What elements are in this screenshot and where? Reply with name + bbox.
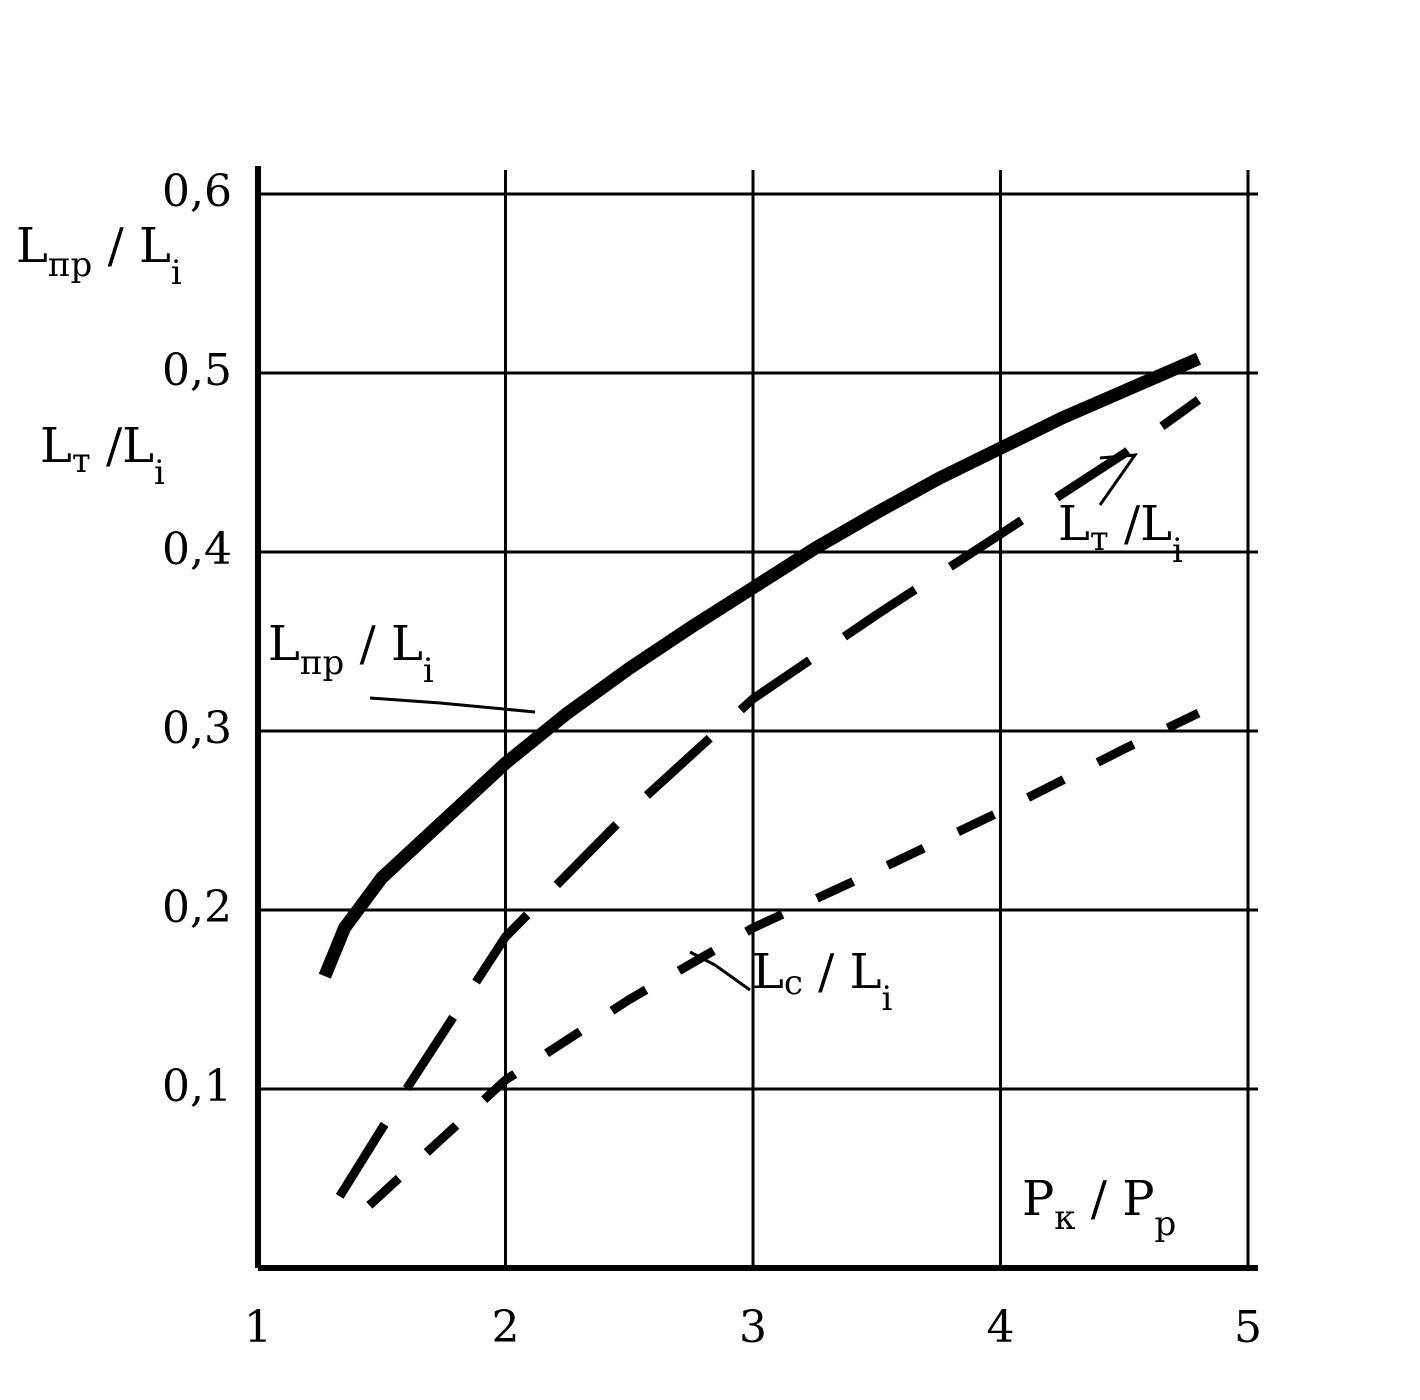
y-tick-label: 0,2 [162, 882, 232, 933]
x-tick-label: 4 [987, 1302, 1015, 1353]
series-label-lc: Lс / Li [752, 944, 892, 1019]
series-label-lpr: Lпр / Li [268, 616, 434, 691]
x-tick-label: 5 [1234, 1302, 1262, 1353]
series-line-lc [366, 709, 1201, 1209]
x-axis-label: Pк / Pp [1022, 1171, 1176, 1244]
x-tick-label: 3 [739, 1302, 767, 1353]
y-tick-label: 0,6 [162, 166, 232, 217]
y-tick-label: 0,5 [162, 345, 232, 396]
y-tick-label: 0,3 [162, 703, 232, 754]
series-lines [318, 352, 1202, 1209]
x-tick-label: 2 [492, 1302, 520, 1353]
series-label-lt: Lт /Li [1058, 496, 1183, 571]
leader-line-lc [689, 950, 751, 992]
x-tick-label: 1 [244, 1302, 272, 1353]
y-tick-label: 0,4 [162, 524, 232, 575]
grid-lines [258, 170, 1258, 1268]
tick-labels: 1 2 3 4 5 0,1 0,2 0,3 0,4 0,5 0,6 [162, 166, 1262, 1353]
series-line-lpr [318, 352, 1202, 979]
axes [255, 166, 1258, 1271]
y-axis-label-lt: Lт /Li [40, 418, 165, 493]
y-tick-label: 0,1 [162, 1061, 232, 1112]
y-axis-label-lpr: Lпр / Li [16, 218, 182, 293]
leader-line-lpr [369, 696, 536, 714]
leader-line-lt [1098, 453, 1139, 506]
series-line-lt [335, 396, 1202, 1199]
